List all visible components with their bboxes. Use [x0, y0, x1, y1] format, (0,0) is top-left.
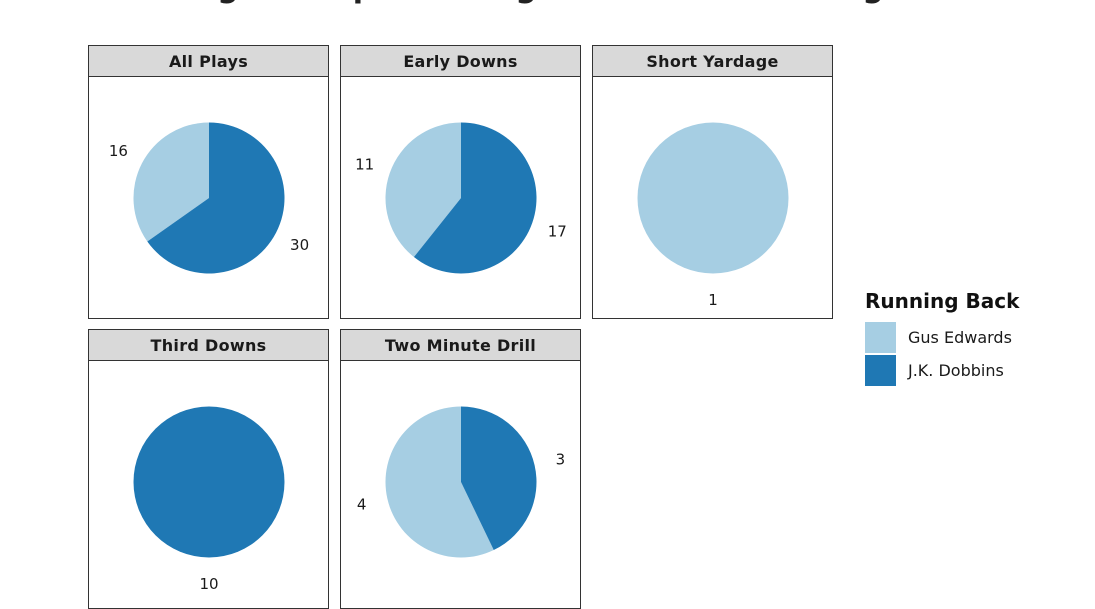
pie-plot: 10	[89, 361, 328, 602]
legend-label: Gus Edwards	[908, 328, 1012, 347]
slice-value-label: 1	[708, 291, 718, 309]
slice-value-label: 3	[556, 450, 566, 468]
facet-panel-early-downs: Early Downs 11 17	[340, 45, 581, 319]
slice-value-label: 11	[355, 155, 374, 173]
pie-slice-gus-edwards	[385, 406, 494, 558]
facet-panel-all-plays: All Plays 16 30	[88, 45, 329, 319]
slice-value-label: 4	[357, 496, 367, 514]
facet-title: Short Yardage	[593, 46, 832, 77]
page-title: Rushing Attempts Through Week 8 — Runnin…	[0, 0, 1095, 10]
pie-chart: 1	[637, 122, 789, 309]
pie-plot: 11 17	[341, 77, 580, 318]
facet-title: Early Downs	[341, 46, 580, 77]
slice-value-label: 17	[548, 223, 567, 241]
pie-slice-gus-edwards	[637, 122, 789, 274]
pie-plot: 16 30	[89, 77, 328, 318]
pie-chart: 11 17	[355, 122, 567, 274]
pie-chart: 10	[133, 406, 285, 593]
legend-label: J.K. Dobbins	[908, 361, 1004, 380]
pie-slice-j-k-dobbins	[133, 406, 285, 558]
facet-title: Two Minute Drill	[341, 330, 580, 361]
legend-title: Running Back	[865, 289, 1020, 313]
legend-swatch	[865, 355, 896, 386]
pie-slice-j-k-dobbins	[147, 122, 285, 274]
pie-slice-gus-edwards	[385, 122, 461, 258]
pie-slice-gus-edwards	[133, 122, 209, 242]
slice-value-label: 30	[290, 236, 309, 254]
legend-item-gus-edwards: Gus Edwards	[865, 321, 1019, 354]
slice-value-label: 10	[199, 575, 218, 593]
facet-title: Third Downs	[89, 330, 328, 361]
facet-panel-short-yardage: Short Yardage 1	[592, 45, 833, 319]
legend-item-jk-dobbins: J.K. Dobbins	[865, 354, 1019, 387]
slice-value-label: 16	[109, 142, 128, 160]
pie-slice-j-k-dobbins	[413, 122, 537, 274]
legend-swatch	[865, 322, 896, 353]
facet-panel-third-downs: Third Downs 10	[88, 329, 329, 609]
pie-slice-j-k-dobbins	[461, 406, 537, 551]
legend: Running Back Gus Edwards J.K. Dobbins	[865, 289, 1019, 387]
pie-chart: 43	[357, 406, 566, 558]
facet-title: All Plays	[89, 46, 328, 77]
pie-plot: 1	[593, 77, 832, 318]
